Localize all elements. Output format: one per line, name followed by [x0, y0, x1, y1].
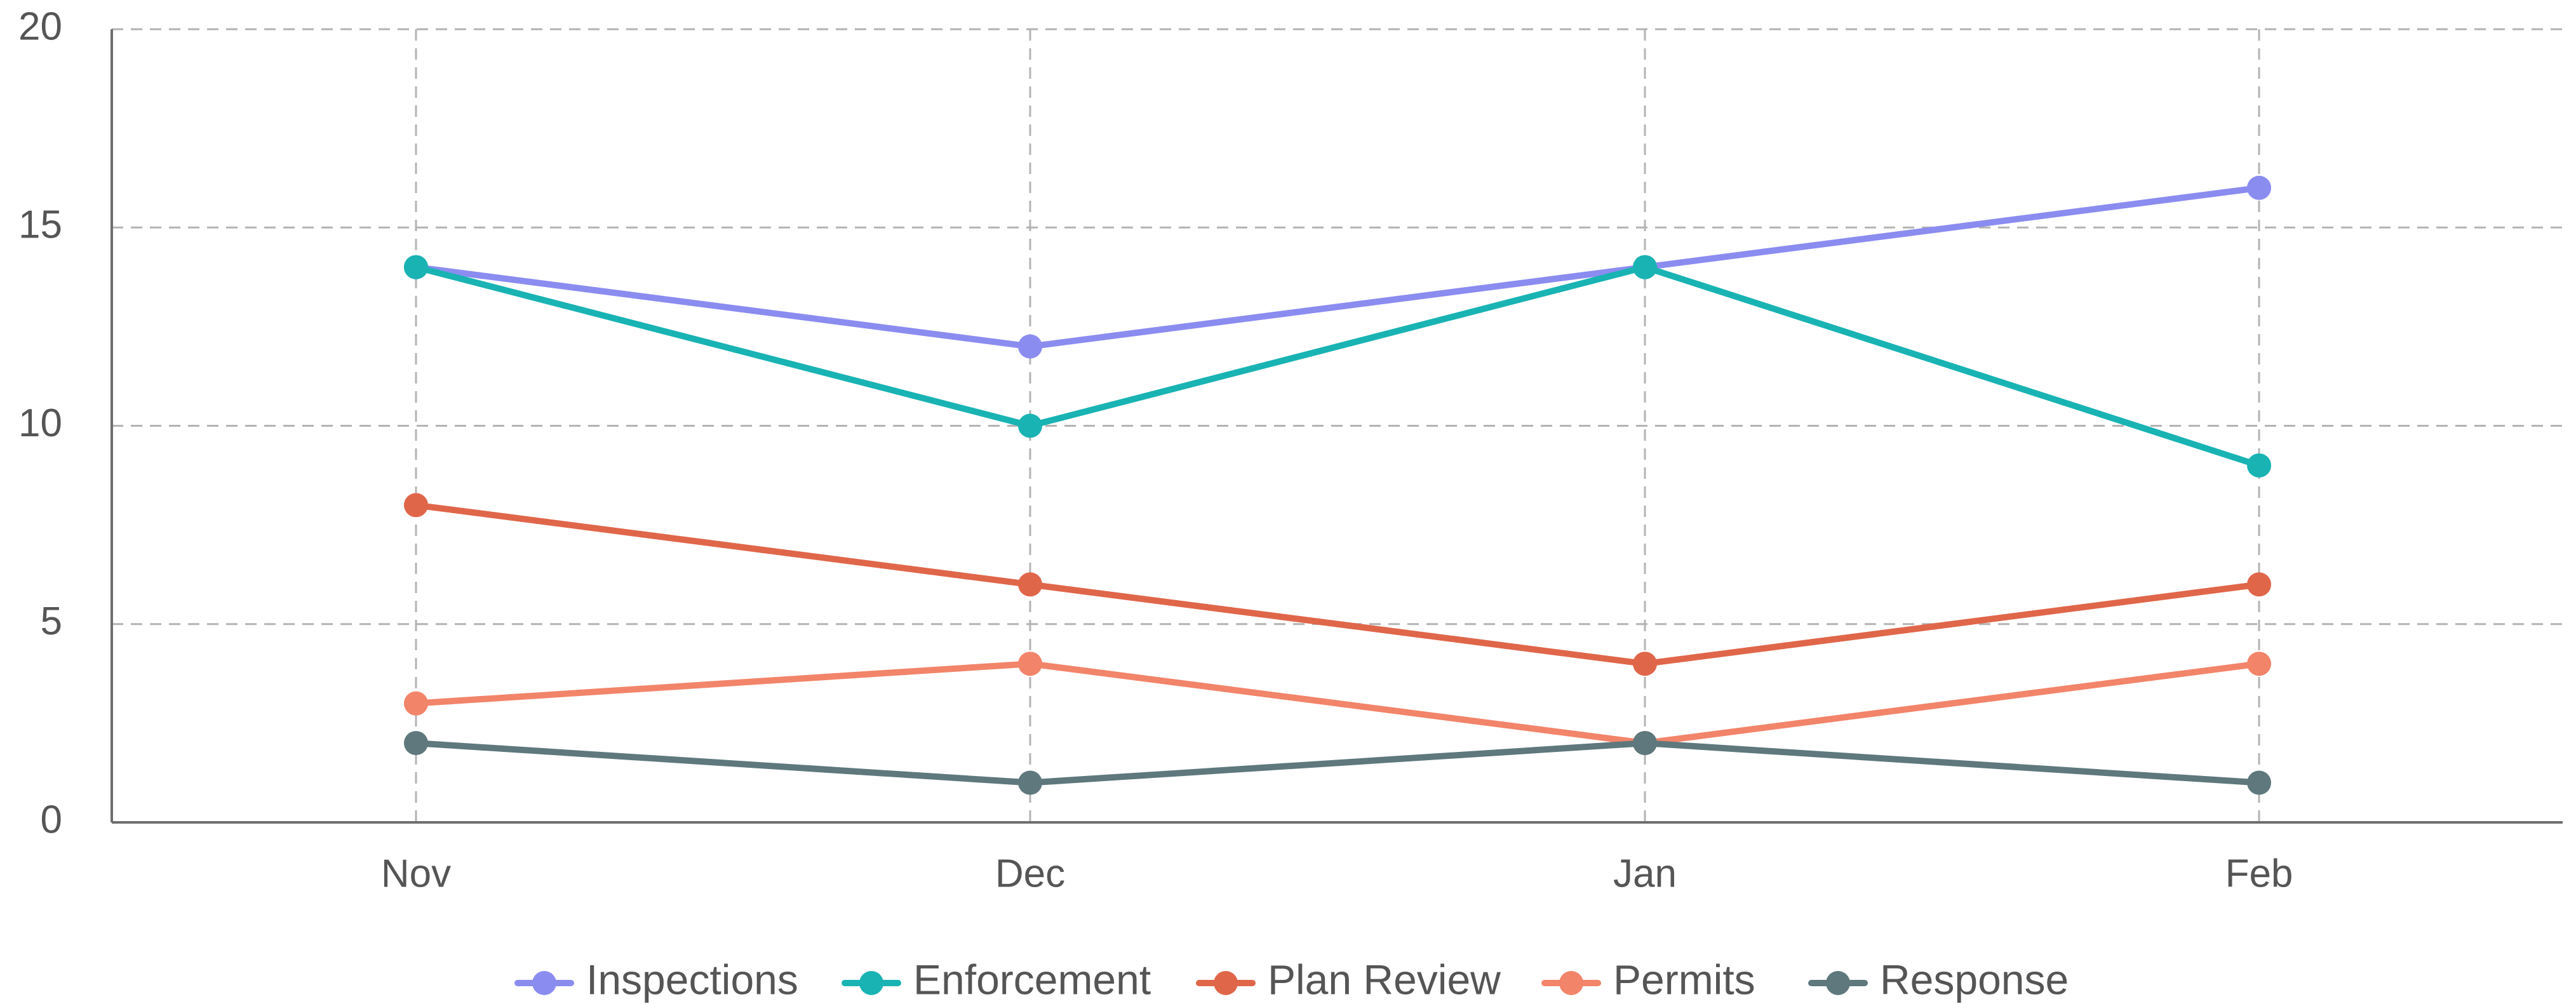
x-tick-label: Dec: [995, 852, 1065, 895]
data-point: [1018, 413, 1042, 438]
legend-label: Response: [1880, 956, 2069, 1003]
x-axis-ticks: Nov Dec Jan Feb: [381, 852, 2293, 895]
series-plan-review: [404, 493, 2271, 676]
data-point: [2247, 175, 2271, 200]
data-point: [1633, 652, 1657, 676]
legend-marker-icon: [1214, 971, 1238, 995]
legend-label: Inspections: [586, 956, 798, 1003]
y-tick-label: 15: [18, 203, 62, 247]
legend-label: Enforcement: [913, 956, 1151, 1003]
legend-marker-icon: [532, 971, 556, 995]
data-point: [404, 255, 428, 279]
data-point: [2247, 652, 2271, 676]
x-tick-label: Jan: [1613, 852, 1677, 895]
legend-item-response[interactable]: Response: [1808, 956, 2069, 1003]
y-tick-label: 0: [41, 798, 62, 841]
data-point: [1018, 770, 1042, 795]
legend-item-enforcement[interactable]: Enforcement: [842, 956, 1151, 1003]
legend-item-plan-review[interactable]: Plan Review: [1196, 956, 1501, 1003]
series-inspections: [404, 175, 2271, 359]
x-tick-label: Feb: [2225, 852, 2293, 895]
legend-marker-icon: [1559, 971, 1583, 995]
data-point: [1018, 572, 1042, 597]
series-line: [413, 740, 2262, 786]
series-permits: [404, 652, 2271, 756]
legend-item-permits[interactable]: Permits: [1541, 956, 1755, 1003]
data-point: [404, 731, 428, 756]
data-point: [2247, 770, 2271, 795]
data-point: [1633, 255, 1657, 279]
axes: [111, 29, 2563, 824]
legend-marker-icon: [859, 971, 883, 995]
legend-label: Permits: [1613, 956, 1755, 1003]
y-tick-label: 10: [18, 401, 62, 445]
y-tick-label: 20: [18, 4, 62, 48]
legend-marker-icon: [1826, 971, 1850, 995]
y-axis-ticks: 0 5 10 15 20: [18, 4, 62, 841]
series-line: [413, 184, 2262, 350]
series-line: [413, 660, 2262, 747]
x-tick-label: Nov: [381, 852, 451, 895]
data-point: [404, 493, 428, 518]
data-point: [1018, 334, 1042, 359]
data-point: [404, 691, 428, 716]
legend-label: Plan Review: [1268, 956, 1501, 1003]
series-group: [404, 175, 2271, 795]
series-response: [404, 731, 2271, 795]
series-line: [413, 264, 2262, 469]
y-tick-label: 5: [41, 599, 62, 643]
series-enforcement: [404, 255, 2271, 478]
data-point: [1018, 652, 1042, 676]
legend-item-inspections[interactable]: Inspections: [514, 956, 798, 1003]
data-point: [2247, 572, 2271, 597]
data-point: [1633, 731, 1657, 756]
legend: Inspections Enforcement Plan Review Permits…: [514, 956, 2069, 1003]
data-point: [2247, 453, 2271, 478]
series-line: [413, 502, 2262, 667]
